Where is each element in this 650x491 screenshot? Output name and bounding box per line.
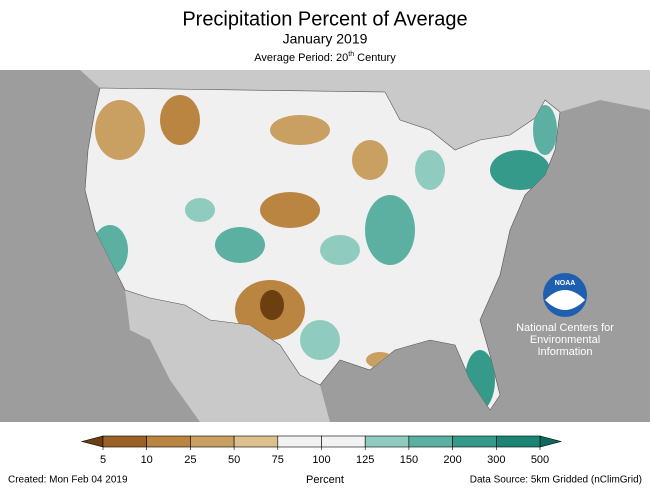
legend-bin [321, 435, 366, 448]
legend-tick-label: 150 [400, 454, 418, 466]
period-text: Century [354, 52, 396, 64]
legend-tick-label: 50 [228, 454, 240, 466]
created: Created: Mon Feb 04 2019 [8, 475, 128, 486]
title: Precipitation Percent of Average [182, 8, 467, 30]
legend-tick-label: 125 [356, 454, 374, 466]
map: NOAA National Centers for Environmental … [0, 70, 650, 422]
noaa-logo-wave [545, 290, 585, 310]
logo-line: Environmental [530, 334, 600, 346]
period-sup: th [348, 51, 354, 58]
legend-tick-label: 25 [184, 454, 196, 466]
legend-tick-label: 500 [531, 454, 549, 466]
legend-tick-label: 10 [141, 454, 153, 466]
legend-bin [102, 435, 148, 448]
legend-bin [495, 435, 541, 448]
legend-label: Percent [306, 474, 344, 486]
legend-tick-label: 200 [443, 454, 461, 466]
legend-arrow-low [80, 435, 104, 448]
legend-bin [233, 435, 279, 448]
legend-bin [277, 435, 322, 448]
mexico [125, 290, 330, 422]
legend-bin [364, 435, 410, 448]
canada [60, 70, 650, 150]
source: Data Source: 5km Gridded (nClimGrid) [470, 475, 642, 486]
logo-line: Information [537, 346, 592, 358]
legend-bin [190, 435, 235, 448]
legend-tick-label: 300 [487, 454, 505, 466]
legend-arrow-high [539, 435, 563, 448]
legend-tick-label: 75 [272, 454, 284, 466]
legend-bin [146, 435, 191, 448]
subtitle: January 2019 [283, 31, 368, 47]
legend-tick-label: 5 [100, 454, 106, 466]
legend-bin [452, 435, 497, 448]
noaa-logo-text: NOAA [555, 280, 576, 287]
period: Average Period: 20th Century [254, 51, 396, 64]
precip-patches [92, 95, 557, 410]
period-text: Average Period: 20 [254, 52, 348, 64]
logo-line: National Centers for [516, 322, 614, 334]
legend-tick-label: 100 [312, 454, 330, 466]
legend: 5 10 25 50 75 100 125 150 200 300 500 [80, 435, 563, 466]
legend-bin [408, 435, 453, 448]
